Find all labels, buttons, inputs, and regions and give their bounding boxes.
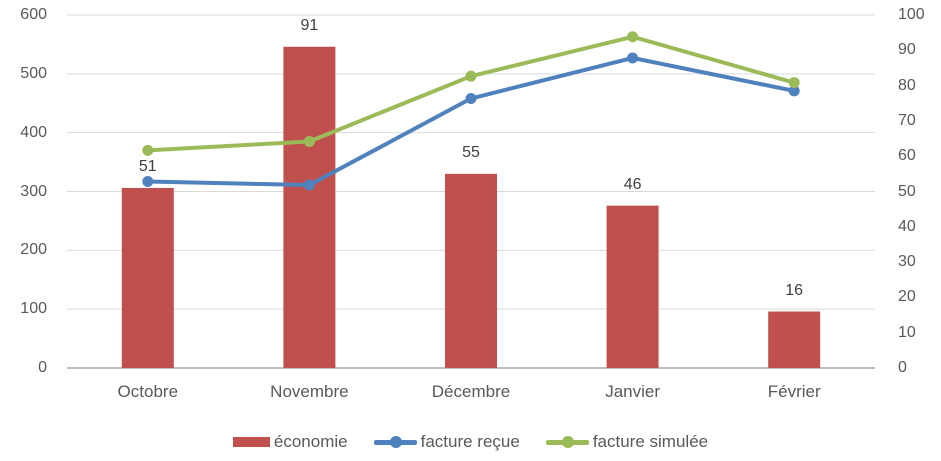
legend-label: facture reçue [420,432,520,451]
right-axis-tick: 20 [898,288,916,306]
bar-Février [768,311,821,368]
bar-data-label: 46 [623,175,642,193]
legend-line-marker-icon [373,436,417,448]
right-axis-tick: 60 [898,147,916,165]
right-axis-tick: 90 [898,41,916,59]
legend-line-marker-icon [545,436,589,448]
legend-item-0: économie [232,431,348,453]
left-axis-tick: 600 [20,6,47,23]
line-marker-icon [303,135,315,147]
category-label-4: Février [767,382,821,401]
chart-legend: économie facture reçue facture simulée [0,428,941,456]
line-marker-icon [465,93,477,105]
legend-bar-swatch-icon [232,437,270,447]
right-axis-tick: 10 [898,323,916,341]
right-axis-tick: 100 [898,6,925,23]
right-axis-tick: 70 [898,111,916,129]
right-axis-tick: 80 [898,76,916,94]
right-axis-tick: 40 [898,217,916,235]
bar-Janvier [606,205,659,368]
legend-label: facture simulée [592,432,709,451]
category-label-0: Octobre [117,382,179,401]
legend-item-1: facture reçue [373,431,520,453]
category-label-3: Janvier [605,382,660,401]
line-marker-icon [627,52,639,64]
line-marker-icon [303,179,315,191]
bar-Novembre [283,46,336,369]
legend-label: économie [273,432,348,451]
bar-Octobre [121,187,174,368]
bar-data-label: 55 [462,143,480,161]
left-axis-tick: 500 [20,64,47,82]
category-label-1: Novembre [270,382,349,401]
left-axis-tick: 200 [20,241,47,259]
category-label-2: Décembre [431,382,511,401]
bar-data-label: 51 [138,157,157,175]
left-axis-tick: 400 [20,123,47,141]
line-marker-icon [142,144,154,156]
right-axis-tick: 50 [898,182,916,200]
right-axis-tick: 30 [898,253,916,271]
line-marker-icon [788,77,800,89]
left-axis-tick: 300 [20,182,47,200]
line-marker-icon [627,31,639,43]
left-axis-tick: 100 [20,300,47,318]
right-axis-tick: 0 [898,359,907,376]
left-axis-tick: 0 [38,359,47,376]
line-marker-icon [788,85,800,97]
line-marker-icon [142,175,154,187]
bar-data-label: 91 [300,16,319,34]
legend-item-2: facture simulée [545,431,709,453]
bar-data-label: 16 [785,281,804,299]
line-marker-icon [465,70,477,82]
bar-Décembre [445,173,497,368]
